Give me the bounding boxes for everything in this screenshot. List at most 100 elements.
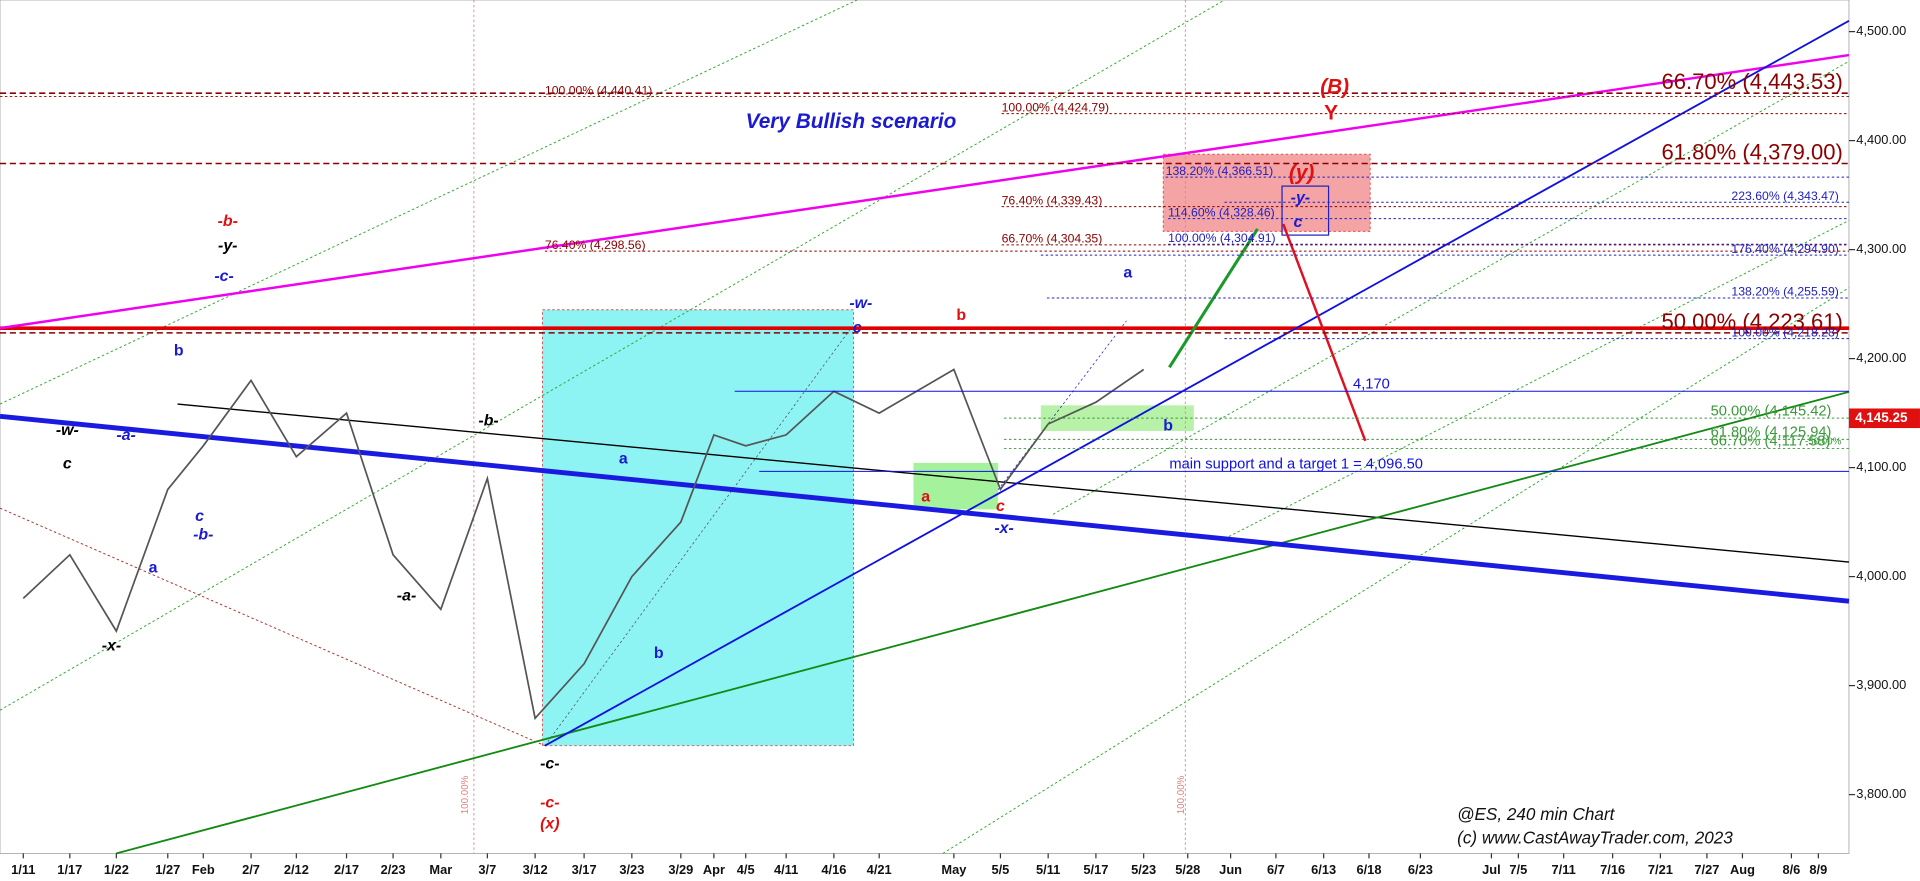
x-tick-label: 6/7 bbox=[1267, 862, 1285, 877]
y-tick-label: 4,100.00 bbox=[1856, 459, 1906, 474]
trend-line bbox=[544, 327, 852, 746]
wave-box bbox=[1281, 185, 1330, 236]
x-tick-label: 2/17 bbox=[334, 862, 359, 877]
y-tick-label: 4,500.00 bbox=[1856, 23, 1906, 38]
level-label: 176.40% (4,294.90) bbox=[1731, 242, 1838, 256]
x-tick-label: May bbox=[941, 862, 967, 877]
level-label: 100.00% (4,424.79) bbox=[1002, 100, 1109, 114]
trend-line bbox=[116, 390, 1850, 855]
x-tick-label: 8/6 bbox=[1782, 862, 1800, 877]
level-label: 66.70% (4,443.53) bbox=[1662, 69, 1843, 94]
trend-line bbox=[177, 403, 1850, 563]
wave-label: b bbox=[654, 645, 664, 662]
x-tick-label: 1/17 bbox=[57, 862, 82, 877]
note: 100.00% bbox=[1176, 775, 1187, 814]
wave-label: -a- bbox=[397, 588, 416, 605]
wave-label: -x- bbox=[102, 638, 121, 655]
y-tick-label: 4,300.00 bbox=[1856, 241, 1906, 256]
trend-line bbox=[942, 287, 1850, 854]
last-price-label: 4,145.25 bbox=[1855, 410, 1908, 425]
wave-label: (B) bbox=[1320, 76, 1349, 99]
wave-label: -y- bbox=[1291, 190, 1310, 207]
x-tick-label: 5/17 bbox=[1083, 862, 1108, 877]
x-tick-label: Feb bbox=[192, 862, 215, 877]
y-tick-label: 4,400.00 bbox=[1856, 132, 1906, 147]
wave-label: -b- bbox=[193, 526, 213, 543]
wave-label: -w- bbox=[849, 295, 872, 312]
x-tick-label: Jul bbox=[1482, 862, 1501, 877]
level-label: 50.00% (4,145.42) bbox=[1711, 403, 1832, 419]
wave-label: -b- bbox=[478, 412, 498, 429]
wave-label: -w- bbox=[56, 422, 79, 439]
x-tick-label: 7/11 bbox=[1552, 862, 1576, 877]
x-tick-label: 8/9 bbox=[1809, 862, 1827, 877]
wave-label: a bbox=[619, 450, 628, 467]
x-tick-label: 1/11 bbox=[11, 862, 35, 877]
wave-label: c bbox=[853, 319, 862, 336]
price-line bbox=[22, 368, 1145, 721]
y-tick-label: 3,800.00 bbox=[1856, 786, 1906, 801]
level-label: 138.20% (4,366.51) bbox=[1166, 164, 1273, 178]
x-tick-label: 3/23 bbox=[619, 862, 644, 877]
footer: @ES, 240 min Chart bbox=[1457, 804, 1616, 824]
x-tick-label: 5/23 bbox=[1131, 862, 1156, 877]
wave-label: c bbox=[63, 455, 72, 472]
level-label: 138.20% (4,255.59) bbox=[1731, 285, 1838, 299]
x-tick-label: 2/23 bbox=[381, 862, 406, 877]
x-tick-label: 5/5 bbox=[991, 862, 1009, 877]
level-label: 4,170 bbox=[1353, 377, 1390, 393]
last-price-box bbox=[1848, 408, 1920, 429]
x-tick-label: 3/17 bbox=[572, 862, 597, 877]
x-tick-label: 7/21 bbox=[1648, 862, 1673, 877]
x-tick-label: 3/12 bbox=[523, 862, 548, 877]
wave-label: -c- bbox=[540, 755, 559, 772]
level-label: 61.80% (4,125.94) bbox=[1711, 425, 1832, 441]
wave-label: -c- bbox=[214, 268, 233, 285]
wave-label: Y bbox=[1324, 101, 1338, 124]
note: -50.00% bbox=[1805, 437, 1842, 448]
wave-label: c bbox=[1294, 214, 1303, 231]
level-label: 100.00% (4,304.91) bbox=[1168, 231, 1275, 245]
y-tick-label: 4,200.00 bbox=[1856, 350, 1906, 365]
overlay bbox=[0, 0, 1850, 855]
wave-label: b bbox=[956, 307, 966, 324]
wave-label: -c- bbox=[540, 794, 559, 811]
x-tick-label: 7/5 bbox=[1509, 862, 1527, 877]
x-tick-label: 2/7 bbox=[242, 862, 260, 877]
level-label: 100.00% (4,440.41) bbox=[545, 83, 652, 97]
trend-line bbox=[997, 320, 1127, 491]
wave-label: -a- bbox=[116, 427, 135, 444]
x-tick-label: 1/27 bbox=[155, 862, 180, 877]
plot-area bbox=[0, 0, 1850, 854]
footer: (c) www.CastAwayTrader.com, 2023 bbox=[1457, 827, 1733, 847]
x-tick-label: 4/16 bbox=[821, 862, 846, 877]
x-tick-label: 5/28 bbox=[1175, 862, 1200, 877]
wave-label: (y) bbox=[1289, 161, 1314, 184]
level-label: 66.70% (4,304.35) bbox=[1002, 232, 1103, 246]
level-label: main support and a target 1 = 4,096.50 bbox=[1169, 457, 1423, 473]
level-label: 66.70% (4,117.58) bbox=[1711, 434, 1831, 450]
wave-label: a bbox=[149, 559, 158, 576]
x-tick-label: 1/22 bbox=[104, 862, 129, 877]
y-tick-label: 4,000.00 bbox=[1856, 568, 1906, 583]
x-tick-label: Jun bbox=[1219, 862, 1242, 877]
wave-label: c bbox=[996, 498, 1005, 515]
wave-label: b bbox=[1163, 417, 1173, 434]
chart-title: Very Bullish scenario bbox=[746, 110, 957, 133]
wave-label: b bbox=[174, 343, 184, 360]
x-tick-label: 2/12 bbox=[284, 862, 309, 877]
level-label: 76.40% (4,298.56) bbox=[545, 238, 646, 252]
level-label: 50.00% (4,223.61) bbox=[1662, 309, 1843, 334]
trend-line bbox=[0, 0, 858, 405]
x-tick-label: 3/29 bbox=[668, 862, 693, 877]
wave-label: a bbox=[1123, 264, 1132, 281]
wave-label: -x- bbox=[994, 520, 1013, 537]
x-tick-label: Aug bbox=[1730, 862, 1755, 877]
wave-label: -b- bbox=[218, 213, 238, 230]
x-tick-label: 3/7 bbox=[478, 862, 496, 877]
x-tick-label: 5/11 bbox=[1036, 862, 1060, 877]
trend-line bbox=[544, 20, 1850, 747]
level-label: 223.60% (4,343.47) bbox=[1731, 189, 1838, 203]
